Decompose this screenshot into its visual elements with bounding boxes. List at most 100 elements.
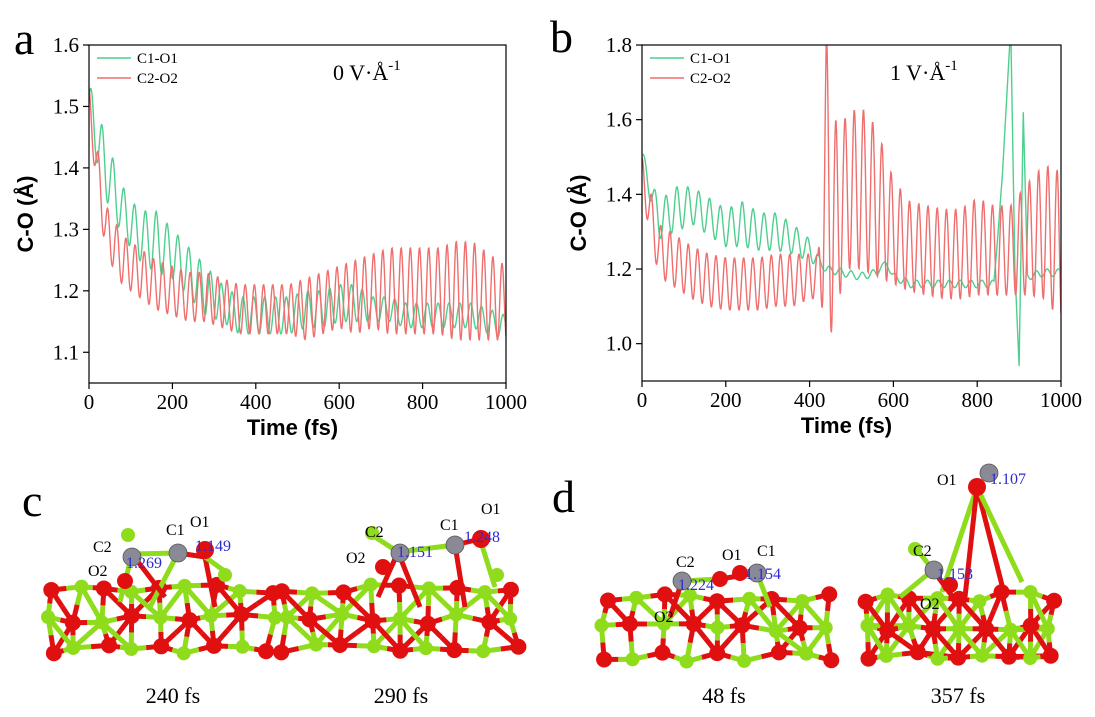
bond-length-label: 1.149	[195, 538, 231, 555]
x-axis-title: Time (fs)	[247, 415, 338, 440]
oxygen-atom	[1046, 592, 1063, 609]
x-tick-label: 200	[710, 388, 742, 412]
metal-atom	[710, 620, 725, 635]
plot-frame	[641, 44, 1062, 382]
adsorbate-bond	[452, 544, 468, 608]
y-tick-label: 1.1	[53, 340, 79, 364]
atom-label: C2	[913, 543, 932, 560]
y-tick-label: 1.4	[606, 182, 633, 206]
metal-atom	[682, 588, 697, 603]
oxygen-atom	[879, 622, 896, 639]
oxygen-atom	[64, 614, 81, 631]
carbon-atom	[168, 543, 188, 563]
oxygen-atom	[101, 637, 118, 654]
metal-atom	[679, 654, 694, 669]
x-tick-label: 600	[323, 390, 355, 414]
x-tick-label: 1000	[485, 390, 527, 414]
metal-atom	[421, 581, 436, 596]
metal-atom	[279, 610, 294, 625]
metal-atom	[153, 610, 168, 625]
oxygen-atom	[685, 615, 702, 632]
field-annotation: 0 V·Å-1	[333, 58, 401, 85]
x-tick-label: 0	[637, 388, 648, 412]
oxygen-atom	[95, 580, 112, 597]
metal-atom	[975, 648, 990, 663]
metal-atom	[335, 607, 350, 622]
oxygen-atom	[331, 637, 348, 654]
adsorbate-bond	[202, 556, 218, 608]
oxygen-atom	[654, 644, 671, 661]
metal-atom	[799, 646, 814, 661]
metal-atom	[795, 594, 810, 609]
atom-label: O2	[346, 550, 366, 567]
oxygen-atom	[45, 645, 62, 662]
metal-atom	[1003, 622, 1018, 637]
oxygen-atom	[233, 606, 250, 623]
metal-atom	[363, 577, 378, 592]
oxygen-atom	[734, 617, 751, 634]
field-annotation: 1 V·Å-1	[890, 58, 958, 85]
bond-length-label: 1.151	[397, 544, 433, 561]
adsorbate-atom	[218, 568, 232, 582]
metal-atom	[737, 653, 752, 668]
adsorbate-bond	[974, 485, 1025, 584]
metal-atom	[309, 637, 324, 652]
atom-label: O1	[722, 547, 742, 564]
carbon-atom	[122, 547, 142, 567]
panel-letter-b: b	[550, 11, 573, 62]
y-axis-title: C-O (Å)	[12, 176, 38, 253]
oxygen-atom	[364, 612, 381, 629]
atom-label: C2	[365, 524, 384, 541]
adsorbate-bond	[147, 551, 181, 609]
oxygen-atom	[273, 644, 290, 661]
y-tick-label: 1.0	[606, 332, 632, 356]
carbon-atom	[390, 543, 410, 563]
metal-atom	[366, 639, 381, 654]
oxygen-atom	[621, 615, 638, 632]
oxygen-atom	[510, 638, 527, 655]
adsorbate-atom	[375, 559, 391, 575]
adsorbate-atom	[121, 528, 135, 542]
metal-atom	[203, 608, 218, 623]
x-tick-label: 800	[407, 390, 439, 414]
metal-atom	[1023, 651, 1038, 666]
atom-label: C1	[440, 517, 459, 534]
x-tick-label: 200	[157, 390, 189, 414]
carbon-atom	[979, 463, 999, 483]
atom-label: O1	[481, 501, 501, 518]
snapshot-caption-48: 48 fs	[702, 683, 746, 708]
y-tick-label: 1.2	[606, 257, 632, 281]
oxygen-atom	[656, 586, 673, 603]
snapshot-1: C2 O2 C1 O1 1.151 1.248	[273, 501, 527, 661]
metal-atom	[124, 642, 139, 657]
metal-atom	[930, 591, 945, 606]
metal-atom	[176, 646, 191, 661]
series-line-c1-o1	[642, 45, 1061, 367]
series-line-c1-o1	[89, 87, 506, 338]
oxygen-atom	[391, 577, 408, 594]
oxygen-atom	[978, 620, 995, 637]
oxygen-atom	[419, 615, 436, 632]
metal-atom	[629, 590, 644, 605]
field-annotation-superscript: -1	[945, 58, 958, 74]
x-tick-label: 400	[240, 390, 272, 414]
metal-atom	[768, 624, 783, 639]
metal-atom	[74, 579, 89, 594]
atom-label: O2	[920, 596, 940, 613]
y-tick-label: 1.8	[606, 33, 632, 57]
oxygen-atom	[258, 643, 275, 660]
metal-atom	[476, 644, 491, 659]
atom-label: C1	[166, 522, 185, 539]
metal-atom	[1023, 585, 1038, 600]
x-tick-label: 600	[878, 388, 910, 412]
panel-letter-d: d	[552, 471, 575, 522]
oxygen-atom	[446, 642, 463, 659]
oxygen-atom	[123, 607, 140, 624]
oxygen-atom	[1000, 648, 1017, 665]
metal-atom	[930, 651, 945, 666]
carbon-atom	[445, 535, 465, 555]
metal-atom	[305, 586, 320, 601]
oxygen-atom	[924, 620, 941, 637]
oxygen-atom	[909, 644, 926, 661]
chart-b: 0 200 400 600 800 1000 1.0 1.2 1.4 1.6 1.8 Time (fs…	[565, 33, 1082, 438]
